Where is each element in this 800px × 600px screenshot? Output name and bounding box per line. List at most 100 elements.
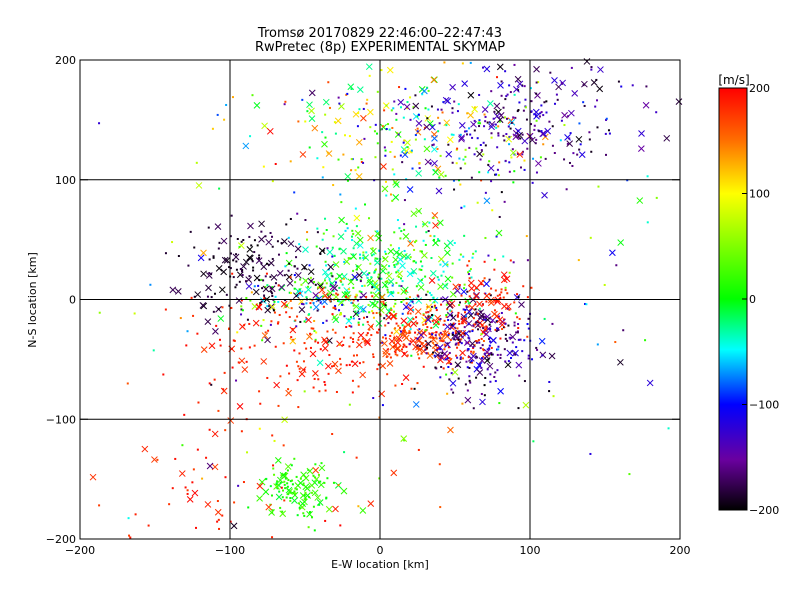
- data-point-dot: [381, 336, 384, 339]
- data-point-x: [467, 111, 474, 119]
- data-point-dot: [472, 350, 475, 353]
- data-point-x: [421, 87, 428, 95]
- data-point-dot: [302, 512, 305, 515]
- data-point-dot: [287, 269, 290, 272]
- data-point-dot: [517, 338, 520, 341]
- data-point-dot: [406, 312, 409, 315]
- data-point-x: [325, 150, 333, 157]
- data-point-dot: [584, 302, 587, 305]
- data-point-dot: [394, 353, 397, 356]
- data-point-dot: [296, 514, 299, 517]
- data-point-dot: [400, 230, 403, 233]
- data-point-dot: [304, 120, 307, 123]
- data-point-dot: [594, 105, 597, 108]
- data-point-dot: [457, 377, 460, 380]
- data-point-dot: [376, 331, 379, 334]
- data-point-dot: [328, 354, 331, 357]
- data-point-dot: [289, 480, 292, 483]
- data-point-x: [402, 374, 410, 382]
- data-point-dot: [374, 257, 377, 260]
- data-point-dot: [516, 293, 519, 296]
- data-point-dot: [508, 143, 511, 146]
- data-point-x: [509, 333, 517, 341]
- data-point-dot: [521, 350, 524, 353]
- data-point-dot: [383, 109, 386, 112]
- data-point-dot: [356, 354, 359, 357]
- data-point-dot: [305, 296, 308, 299]
- data-point-dot: [307, 526, 310, 529]
- data-point-dot: [247, 506, 250, 509]
- data-point-dot: [316, 231, 319, 234]
- data-point-dot: [331, 275, 334, 278]
- data-point-dot: [430, 305, 433, 308]
- data-point-dot: [339, 312, 342, 315]
- data-point-dot: [491, 353, 494, 356]
- data-point-x: [437, 283, 444, 290]
- data-point-dot: [457, 343, 460, 346]
- data-point-dot: [424, 243, 427, 246]
- data-point-dot: [414, 261, 417, 264]
- data-point-dot: [368, 74, 371, 77]
- data-point-x: [223, 257, 231, 264]
- data-point-dot: [354, 310, 357, 313]
- data-point-x: [286, 279, 294, 287]
- data-point-dot: [526, 323, 529, 326]
- data-point-dot: [502, 318, 505, 321]
- data-point-dot: [509, 127, 512, 130]
- data-point-dot: [223, 371, 226, 374]
- data-point-dot: [298, 506, 301, 509]
- data-point-x: [512, 349, 519, 357]
- data-point-x: [311, 124, 319, 132]
- data-point-dot: [322, 166, 325, 169]
- data-point-dot: [421, 265, 424, 268]
- data-point-dot: [409, 312, 412, 315]
- data-point-dot: [197, 401, 200, 404]
- data-point-dot: [240, 240, 243, 243]
- data-point-dot: [499, 337, 502, 340]
- data-point-dot: [275, 483, 278, 486]
- data-point-dot: [373, 130, 376, 133]
- data-point-dot: [446, 308, 449, 311]
- data-point-dot: [237, 361, 240, 364]
- data-point-dot: [446, 392, 449, 395]
- data-point-dot: [279, 481, 282, 484]
- data-point-x: [393, 345, 401, 353]
- data-point-dot: [482, 318, 485, 321]
- data-point-dot: [430, 326, 433, 329]
- data-point-dot: [513, 301, 516, 304]
- data-point-dot: [346, 92, 349, 95]
- data-point-dot: [233, 339, 236, 342]
- data-point-x: [482, 330, 490, 338]
- data-point-dot: [392, 107, 395, 110]
- data-point-dot: [318, 390, 321, 393]
- data-point-dot: [266, 284, 269, 287]
- data-point-dot: [431, 319, 434, 322]
- data-point-dot: [456, 315, 459, 318]
- data-point-dot: [350, 158, 353, 161]
- data-point-x: [496, 316, 504, 324]
- data-point-dot: [339, 193, 342, 196]
- data-point-dot: [419, 345, 422, 348]
- data-point-x: [217, 315, 225, 322]
- data-point-dot: [441, 111, 444, 114]
- data-point-dot: [359, 253, 362, 256]
- data-point-dot: [445, 303, 448, 306]
- data-point-dot: [409, 340, 412, 343]
- data-point-dot: [482, 315, 485, 318]
- data-point-dot: [271, 180, 274, 183]
- data-point-dot: [282, 444, 285, 447]
- data-point-x: [578, 151, 586, 159]
- data-point-dot: [510, 336, 513, 339]
- data-point-dot: [435, 309, 438, 312]
- data-point-dot: [424, 329, 427, 332]
- data-point-dot: [473, 153, 476, 156]
- data-point-dot: [409, 118, 412, 121]
- data-point-dot: [497, 328, 500, 331]
- data-point-x: [281, 472, 289, 480]
- data-point-dot: [313, 280, 316, 283]
- data-point-dot: [456, 346, 459, 349]
- data-point-dot: [502, 296, 505, 299]
- data-point-dot: [285, 223, 288, 226]
- data-point-dot: [384, 149, 387, 152]
- data-point-dot: [473, 129, 476, 132]
